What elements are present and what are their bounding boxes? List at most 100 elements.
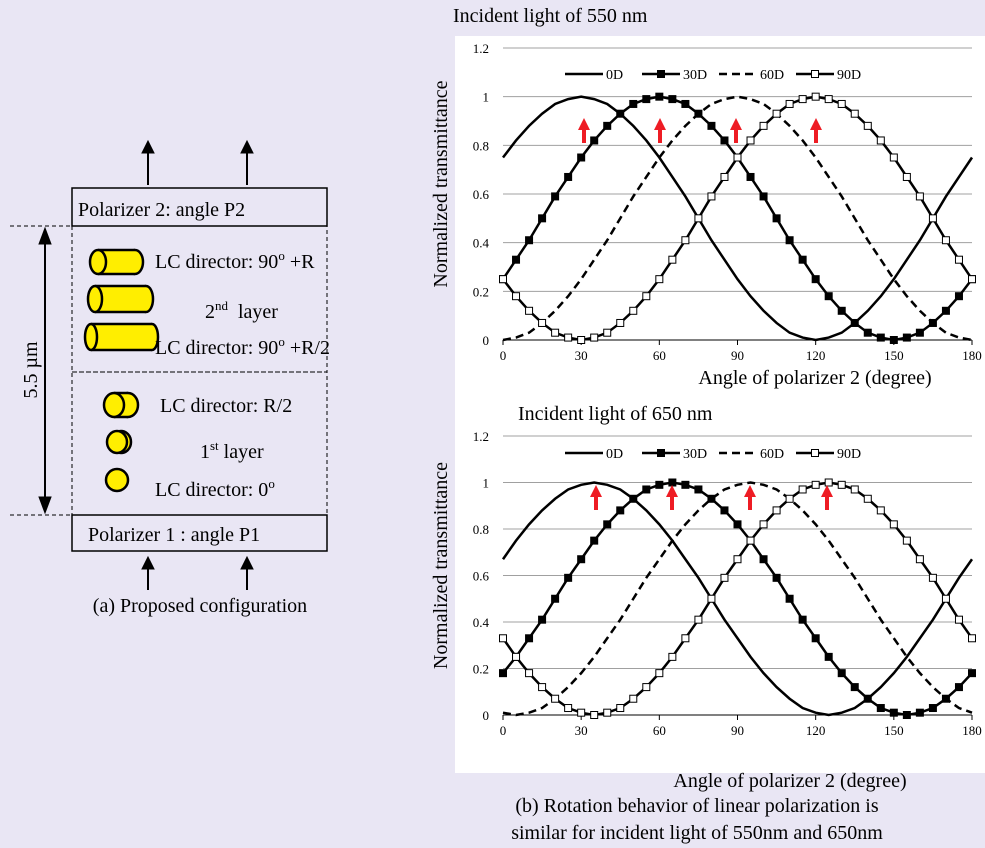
data-point	[851, 684, 858, 691]
data-point	[708, 595, 715, 602]
legend-label: 0D	[606, 68, 623, 83]
data-point	[838, 481, 845, 488]
data-point	[864, 495, 871, 502]
x-tick-label: 120	[806, 723, 826, 738]
data-point	[526, 635, 533, 642]
y-axis-label: Normalized transmittance	[430, 80, 452, 287]
data-point	[539, 684, 546, 691]
data-point	[526, 237, 533, 244]
data-point	[721, 507, 728, 514]
cylinder-face	[106, 469, 128, 491]
data-point	[630, 695, 637, 702]
text: LC director: 0	[155, 479, 268, 501]
data-point	[799, 486, 806, 493]
x-axis-label: Angle of polarizer 2 (degree)	[698, 367, 931, 389]
data-point	[942, 595, 949, 602]
x-tick-label: 0	[500, 348, 507, 363]
data-point	[669, 479, 676, 486]
data-point	[721, 173, 728, 180]
data-point	[877, 507, 884, 514]
y-tick-label: 0.4	[473, 236, 490, 251]
polarizer-label: Polarizer 1 : angle P1	[88, 524, 260, 546]
data-point	[552, 193, 559, 200]
data-point	[929, 705, 936, 712]
x-tick-label: 150	[884, 723, 904, 738]
legend-label: 30D	[683, 68, 707, 83]
data-point	[500, 635, 507, 642]
data-point	[721, 137, 728, 144]
data-point	[969, 635, 976, 642]
data-point	[786, 237, 793, 244]
data-point	[812, 276, 819, 283]
data-point	[890, 709, 897, 716]
data-point	[747, 173, 754, 180]
text: 2	[205, 301, 215, 323]
data-point	[708, 193, 715, 200]
data-point	[760, 122, 767, 129]
data-point	[682, 481, 689, 488]
data-point	[903, 334, 910, 341]
cylinder-face	[88, 286, 102, 312]
data-point	[890, 337, 897, 344]
data-point	[695, 486, 702, 493]
data-point	[747, 537, 754, 544]
data-point	[500, 276, 507, 283]
data-point	[734, 521, 741, 528]
data-point	[903, 712, 910, 719]
data-point	[500, 670, 507, 677]
data-point	[539, 616, 546, 623]
layer-label: 2nd layer	[205, 298, 278, 323]
y-tick-label: 0.2	[473, 662, 489, 677]
data-point	[591, 334, 598, 341]
x-tick-label: 90	[731, 348, 744, 363]
data-point	[734, 154, 741, 161]
x-tick-label: 30	[575, 723, 588, 738]
y-tick-label: 1	[483, 90, 490, 105]
data-point	[591, 137, 598, 144]
data-point	[604, 521, 611, 528]
data-point	[591, 537, 598, 544]
data-point	[812, 635, 819, 642]
data-point	[916, 556, 923, 563]
data-point	[851, 486, 858, 493]
data-point	[916, 709, 923, 716]
data-point	[786, 495, 793, 502]
text: 1	[200, 441, 210, 463]
y-axis-label: Normalized transmittance	[430, 462, 452, 669]
data-point	[812, 481, 819, 488]
data-point	[825, 653, 832, 660]
legend-label: 60D	[760, 447, 784, 462]
data-point	[630, 307, 637, 314]
data-point	[864, 329, 871, 336]
data-point	[682, 237, 689, 244]
data-point	[604, 709, 611, 716]
data-point	[643, 684, 650, 691]
data-point	[955, 293, 962, 300]
data-point	[578, 709, 585, 716]
x-tick-label: 30	[575, 348, 588, 363]
data-point	[643, 96, 650, 103]
data-point	[799, 96, 806, 103]
director-label: LC director: 90o +R	[155, 248, 315, 273]
lc-molecules	[85, 250, 158, 491]
data-point	[604, 329, 611, 336]
x-tick-label: 180	[962, 723, 982, 738]
x-tick-label: 180	[962, 348, 982, 363]
data-point	[942, 307, 949, 314]
data-point	[565, 705, 572, 712]
legend-label: 90D	[837, 68, 861, 83]
data-point	[916, 193, 923, 200]
data-point	[682, 100, 689, 107]
x-tick-label: 90	[731, 723, 744, 738]
data-point	[552, 329, 559, 336]
data-point	[838, 670, 845, 677]
data-point	[513, 293, 520, 300]
director-label: LC director: R/2	[160, 395, 292, 417]
data-point	[721, 574, 728, 581]
data-point	[773, 507, 780, 514]
data-point	[773, 110, 780, 117]
data-point	[760, 556, 767, 563]
data-point	[851, 110, 858, 117]
y-tick-label: 0.6	[473, 569, 490, 584]
chart-title: Incident light of 550 nm	[453, 5, 648, 27]
